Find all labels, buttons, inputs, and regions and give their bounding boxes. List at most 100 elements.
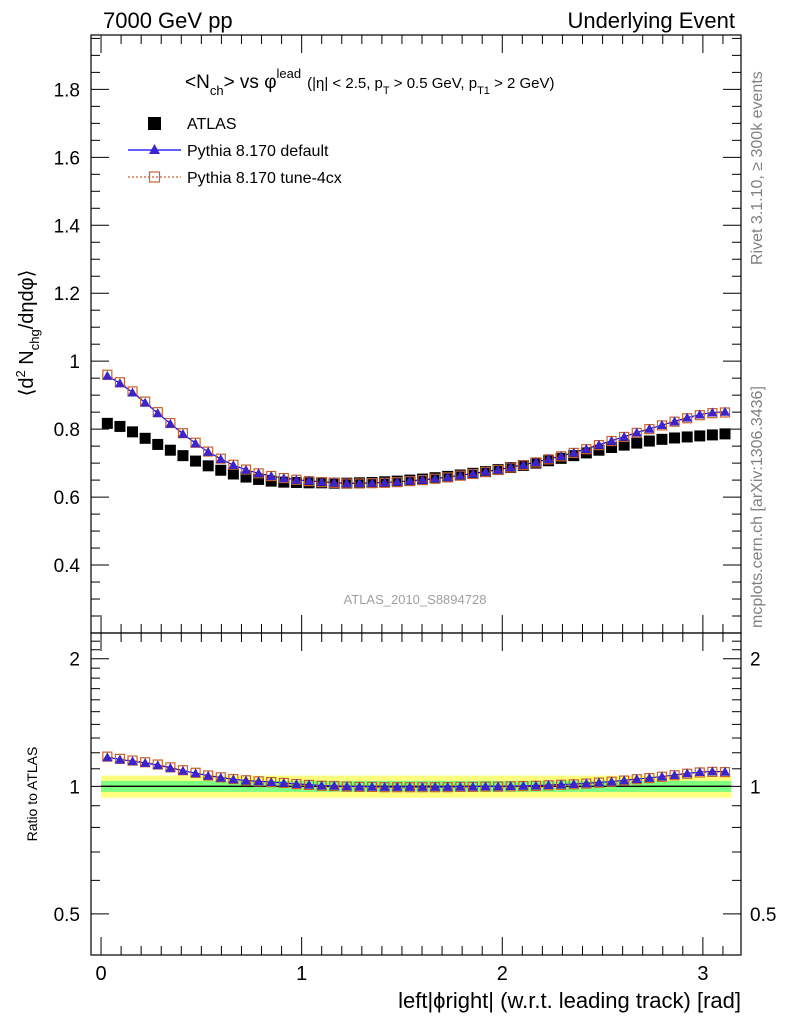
default-ratio-point xyxy=(140,757,151,767)
atlas-data-point xyxy=(631,437,643,449)
default-data-point xyxy=(203,446,214,456)
default-data-point xyxy=(304,475,315,485)
atlas-data-point xyxy=(114,420,126,432)
legend-atlas-label: ATLAS xyxy=(187,116,237,133)
atlas-data-point xyxy=(152,438,164,450)
default-data-point xyxy=(505,462,516,472)
header-collision-label: 7000 GeV pp xyxy=(103,8,233,33)
legend-atlas-marker xyxy=(148,117,161,130)
main-y-tick-label: 1.2 xyxy=(54,284,80,305)
atlas-data-point xyxy=(253,473,265,485)
atlas-data-point xyxy=(706,429,718,441)
default-ratio-point xyxy=(719,766,730,776)
default-data-point xyxy=(354,478,365,488)
default-ratio-point xyxy=(203,770,214,780)
default-ratio-point xyxy=(152,760,163,770)
main-y-tick-label: 1 xyxy=(69,352,80,373)
default-ratio-point xyxy=(694,767,705,777)
default-data-point xyxy=(291,474,302,484)
default-ratio-point xyxy=(543,780,554,790)
atlas-data-point xyxy=(101,417,113,429)
default-ratio-point xyxy=(316,780,327,790)
legend-default-marker xyxy=(149,144,160,154)
x-tick-label: 3 xyxy=(697,963,708,985)
default-ratio-point xyxy=(379,781,390,791)
default-data-point xyxy=(656,420,667,430)
atlas-data-point xyxy=(681,431,693,443)
legend-tune-label: Pythia 8.170 tune-4cx xyxy=(187,170,342,187)
default-data-point xyxy=(707,407,718,417)
analysis-watermark: ATLAS_2010_S8894728 xyxy=(344,592,487,607)
header-process-label: Underlying Event xyxy=(567,8,735,33)
default-ratio-point xyxy=(114,754,125,764)
default-data-point xyxy=(152,408,163,418)
default-data-point xyxy=(694,409,705,419)
default-data-point xyxy=(404,475,415,485)
default-data-point xyxy=(341,478,352,488)
default-ratio-point xyxy=(165,762,176,772)
default-ratio-point xyxy=(177,765,188,775)
default-ratio-point xyxy=(102,752,113,762)
atlas-data-point xyxy=(139,432,151,444)
default-ratio-point xyxy=(455,781,466,791)
ratio-frame xyxy=(90,632,742,956)
default-data-point xyxy=(102,370,113,380)
default-ratio-point xyxy=(682,768,693,778)
default-ratio-point xyxy=(215,772,226,782)
atlas-data-point xyxy=(669,432,681,444)
default-ratio-point xyxy=(619,775,630,785)
main-panel: 0.4 0.6 0.8 1 1.2 1.4 1.6 1.8 ATLAS_2010_S88947… xyxy=(13,34,742,634)
legend-default-label: Pythia 8.170 default xyxy=(187,143,329,160)
ratio-axis-ticks: 0.5 0.5 1 1 2 2 xyxy=(54,632,776,956)
default-ratio-point xyxy=(127,756,138,766)
plot-title: <Nch> vs φlead(|η| < 2.5, pT > 0.5 GeV, … xyxy=(185,66,555,98)
default-ratio-point xyxy=(253,776,264,786)
default-ratio-point xyxy=(442,781,453,791)
default-data-point xyxy=(719,406,730,416)
default-ratio-point xyxy=(493,781,504,791)
default-ratio-point xyxy=(430,781,441,791)
default-ratio-point xyxy=(669,770,680,780)
default-ratio-point xyxy=(505,781,516,791)
atlas-data-point xyxy=(618,439,630,451)
default-data-point xyxy=(644,423,655,433)
default-ratio-point xyxy=(291,779,302,789)
default-data-point xyxy=(455,470,466,480)
x-tick-label: 1 xyxy=(296,963,307,985)
default-data-point xyxy=(682,412,693,422)
default-ratio-point xyxy=(190,768,201,778)
default-data-point xyxy=(467,468,478,478)
default-data-point xyxy=(278,473,289,483)
default-data-point xyxy=(480,466,491,476)
main-y-tick-label: 1.8 xyxy=(54,80,80,101)
legend-tune-marker xyxy=(148,171,161,183)
atlas-data-point xyxy=(694,430,706,442)
x-axis-label: left|ϕright| (w.r.t. leading track) [rad… xyxy=(398,988,741,1013)
default-data-point xyxy=(417,474,428,484)
ratio-y-tick-label: 0.5 xyxy=(54,905,80,926)
default-ratio-point xyxy=(417,781,428,791)
default-ratio-point xyxy=(392,781,403,791)
ratio-y-tick-label-right: 0.5 xyxy=(750,905,776,926)
main-y-tick-label: 0.4 xyxy=(54,556,81,577)
default-ratio-point xyxy=(304,779,315,789)
default-data-point xyxy=(530,457,541,467)
ratio-y-tick-label: 1 xyxy=(69,777,80,798)
default-data-point xyxy=(606,435,617,445)
ratio-y-axis-label: Ratio to ATLAS xyxy=(24,747,40,842)
default-data-point xyxy=(114,378,125,388)
ratio-y-tick-label-right: 2 xyxy=(750,650,761,671)
default-ratio-point xyxy=(644,772,655,782)
atlas-data-point xyxy=(177,450,189,462)
default-data-point xyxy=(165,418,176,428)
atlas-data-point xyxy=(215,464,227,476)
atlas-data-point xyxy=(227,468,239,480)
atlas-data-point xyxy=(127,426,139,438)
default-data-point xyxy=(367,477,378,487)
default-data-point xyxy=(240,464,251,474)
atlas-data-point xyxy=(240,471,252,483)
default-data-point xyxy=(631,427,642,437)
atlas-data-point xyxy=(656,433,668,445)
main-y-tick-label: 1.4 xyxy=(54,216,81,237)
